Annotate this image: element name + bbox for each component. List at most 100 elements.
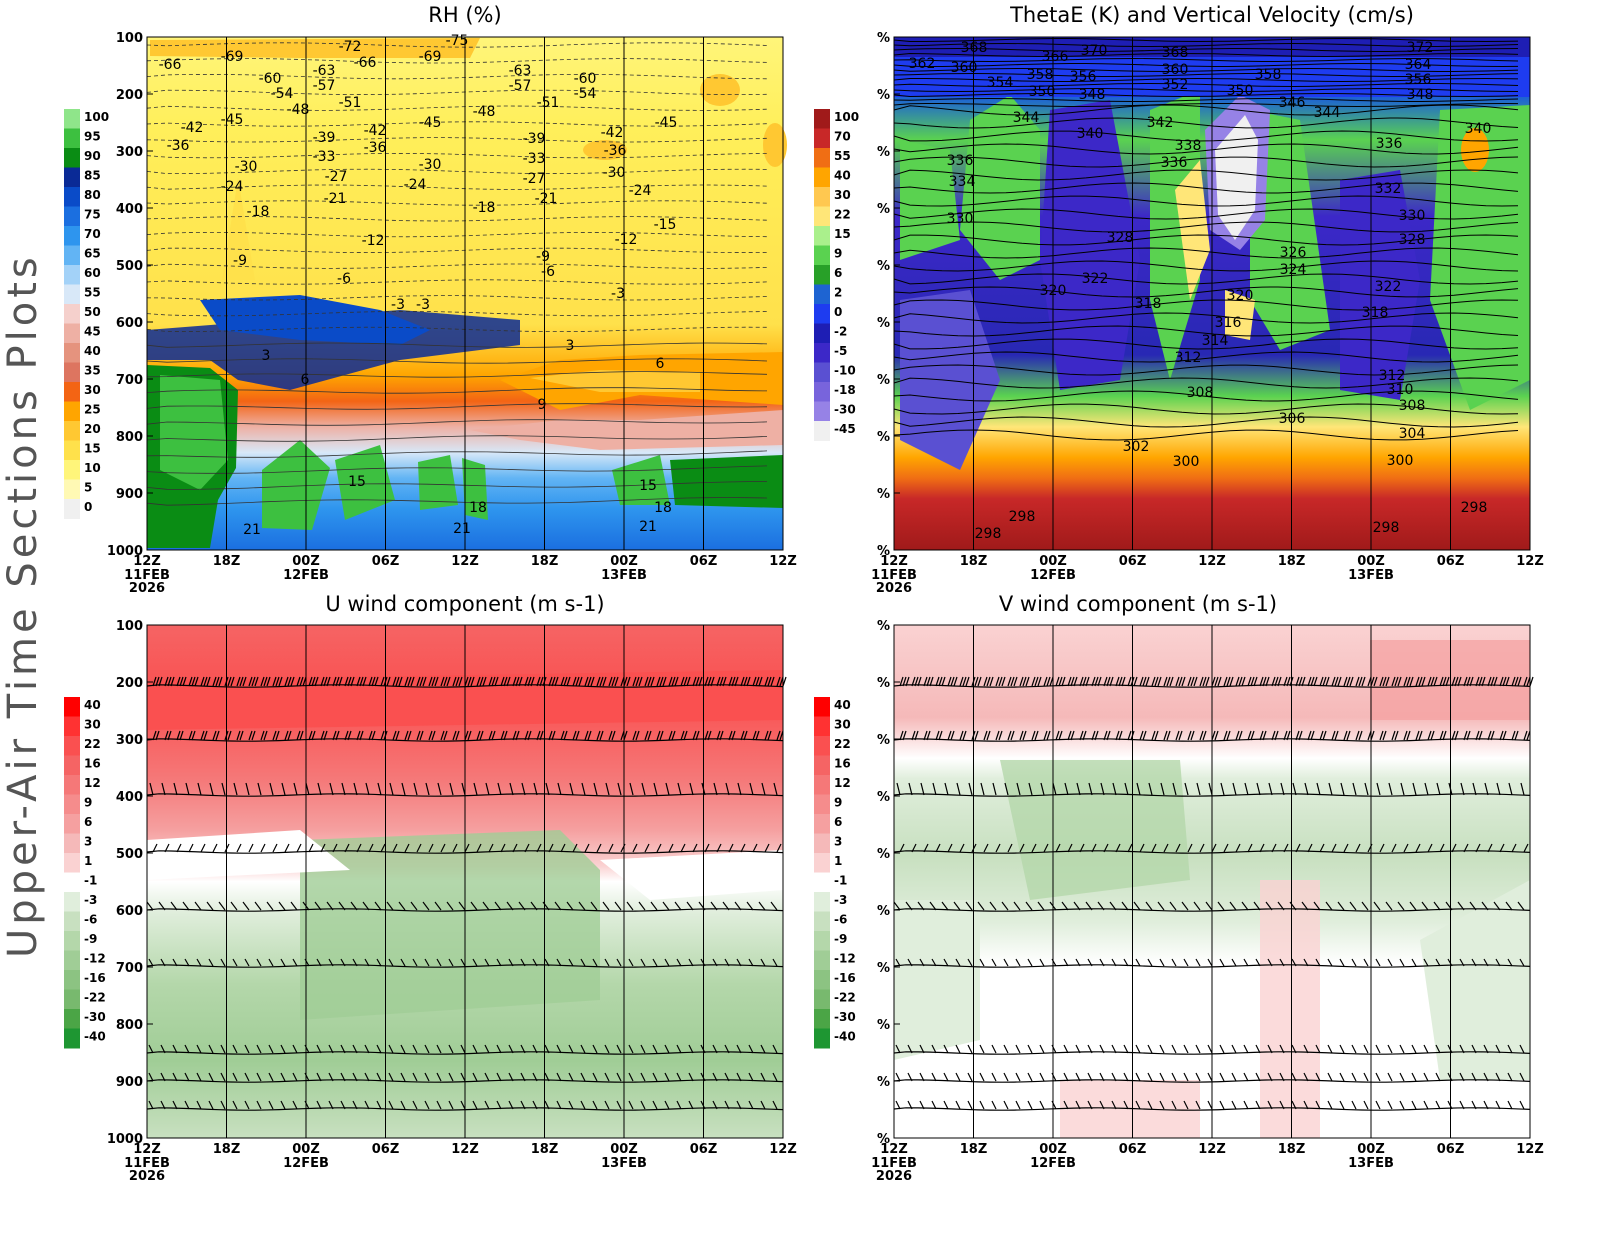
barb-flag xyxy=(536,730,541,741)
barb-flag xyxy=(236,676,241,687)
rh-contour-label: -69 xyxy=(419,49,442,65)
thetae-contour-line xyxy=(893,92,1519,98)
barb-flag xyxy=(1339,958,1345,967)
barb-flag xyxy=(1267,1100,1273,1110)
barb-flag xyxy=(425,782,430,796)
barb-flag xyxy=(943,1072,949,1082)
colorbar-swatch xyxy=(64,226,80,246)
barb-flag xyxy=(1277,901,1285,911)
barb-flag xyxy=(1046,676,1051,687)
barb-flag xyxy=(1399,958,1405,967)
barb-flag xyxy=(556,1100,562,1110)
barb-flag xyxy=(434,901,442,911)
thetae-contour-line xyxy=(893,52,1519,58)
x-date-label: 13FEB xyxy=(1348,568,1394,583)
barb-flag xyxy=(1003,958,1009,967)
barb-flag xyxy=(983,843,989,853)
barb-flag xyxy=(230,901,238,911)
barb-flag xyxy=(695,730,700,741)
thetae-contour-line xyxy=(893,390,1519,402)
barb-flag xyxy=(584,843,590,853)
barb-flag xyxy=(232,1100,238,1110)
barb-flag xyxy=(437,782,442,796)
thetae-contour-line xyxy=(893,195,1519,207)
barb-flag xyxy=(365,782,370,796)
barb-flag xyxy=(911,843,917,853)
barb-flag xyxy=(248,676,253,687)
thetae-contour-label: 344 xyxy=(1013,110,1040,126)
colorbar-label: 30 xyxy=(84,718,101,732)
rh-contour-label: -9 xyxy=(536,249,550,265)
barb-flag xyxy=(734,676,739,687)
colorbar-label: 30 xyxy=(834,188,851,202)
rh-contour-label: -24 xyxy=(404,177,427,193)
thetae-contour-line xyxy=(893,325,1519,337)
barb-flag xyxy=(736,1100,742,1110)
barb-flag xyxy=(404,676,409,687)
barb-flag xyxy=(1151,843,1157,853)
barb-flag xyxy=(284,843,290,853)
barb-flag xyxy=(1178,730,1183,741)
rh-axes: 12Z 18Z 00Z 06Z 12Z 18Z 00Z 06Z 12Z11FEB202612FE… xyxy=(107,31,797,596)
thetae-contour-label: 298 xyxy=(975,526,1002,542)
barb-flag xyxy=(1280,782,1285,796)
barb-flag xyxy=(931,958,937,967)
barb-flag xyxy=(710,901,718,911)
barb-flag xyxy=(467,730,472,741)
barb-flag xyxy=(1243,1072,1249,1082)
rh-contour-label: 9 xyxy=(538,397,547,413)
barb-flag xyxy=(604,1100,610,1110)
barb-flag xyxy=(719,730,724,741)
barb-flag xyxy=(146,901,154,911)
barb-flag xyxy=(959,676,964,687)
x-tick-label: 18Z xyxy=(1278,554,1306,569)
barb-flag xyxy=(380,843,386,853)
barb-flag xyxy=(1235,730,1240,741)
barb-flag xyxy=(683,730,688,741)
barb-flag xyxy=(1361,676,1366,687)
barb-flag xyxy=(308,843,314,853)
barb-flag xyxy=(935,676,940,687)
thetae-contour-line xyxy=(893,97,1519,103)
barb-flag xyxy=(1004,782,1009,796)
barb-flag xyxy=(491,676,496,687)
barb-flag xyxy=(899,676,904,687)
barb-flag xyxy=(470,901,478,911)
barb-flag xyxy=(218,676,223,687)
barb-flag xyxy=(1279,1072,1285,1082)
barb-flag xyxy=(556,958,562,967)
barb-flag xyxy=(1043,676,1048,687)
barb-flag xyxy=(1135,1072,1141,1082)
barb-flag xyxy=(938,730,943,741)
barb-flag xyxy=(518,676,523,687)
barb-flag xyxy=(1175,843,1181,853)
barb-flag xyxy=(652,1044,658,1054)
barb-flag xyxy=(707,730,712,741)
barb-flag xyxy=(1028,782,1033,796)
thetae-contour-line xyxy=(893,286,1519,298)
barb-flag xyxy=(644,843,650,853)
barb-flag xyxy=(148,1044,154,1054)
barb-flag xyxy=(400,958,406,967)
barb-flag xyxy=(599,676,604,687)
x-date-label: 2026 xyxy=(129,1169,165,1184)
barb-flag xyxy=(1358,676,1363,687)
barb-flag xyxy=(320,730,325,741)
barb-flag xyxy=(472,1072,478,1082)
rh-contour-label: -39 xyxy=(523,131,546,147)
thetae-contour-label: 358 xyxy=(1027,67,1054,83)
barb-flag xyxy=(308,730,313,741)
thetae-contour-line xyxy=(893,169,1519,181)
x-tick-label: 18Z xyxy=(213,1142,241,1157)
x-tick-label: 18Z xyxy=(531,1142,559,1157)
barb-flag xyxy=(172,1044,178,1054)
barb-flag xyxy=(544,1072,550,1082)
colorbar-swatch xyxy=(814,187,830,207)
barb-flag xyxy=(943,1100,949,1110)
barb-flag xyxy=(176,843,182,853)
colorbar-label: 9 xyxy=(84,796,92,810)
barb-flag xyxy=(1520,782,1525,796)
barb-flag xyxy=(248,843,254,853)
thetae-contour-label: 340 xyxy=(1077,126,1104,142)
